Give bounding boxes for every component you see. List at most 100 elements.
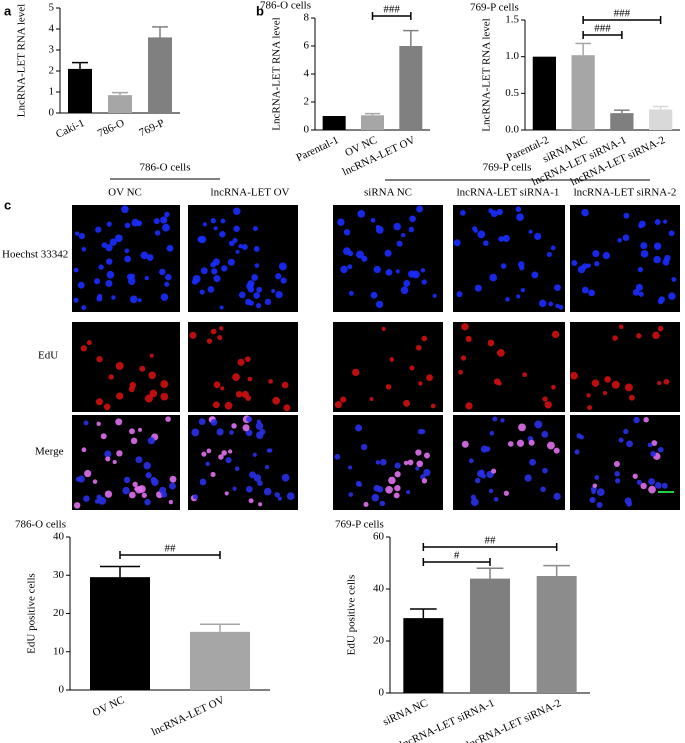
cell <box>145 472 152 479</box>
cell <box>592 483 598 488</box>
cell <box>588 289 596 297</box>
cell <box>105 244 113 252</box>
cell <box>246 485 253 493</box>
cell <box>529 458 536 466</box>
cell <box>671 277 677 282</box>
cell <box>518 423 526 432</box>
cell <box>483 240 489 246</box>
cell <box>581 263 589 270</box>
cell <box>138 485 146 493</box>
cell <box>520 287 526 293</box>
cell <box>127 277 136 285</box>
cell <box>334 401 342 409</box>
cell <box>73 297 79 303</box>
cell <box>381 326 386 331</box>
cell <box>375 300 384 309</box>
cell <box>232 237 238 244</box>
y-tick-label: 3 <box>49 44 55 56</box>
cell <box>151 478 159 486</box>
cell <box>458 369 463 375</box>
cell <box>124 255 132 263</box>
cell <box>348 492 354 497</box>
cell <box>160 293 169 301</box>
cell <box>245 395 252 401</box>
cell <box>202 222 207 227</box>
cell <box>591 489 596 495</box>
cell <box>108 374 114 380</box>
x-tick-label: 769-P <box>137 117 166 139</box>
cell <box>540 486 546 493</box>
cell <box>238 244 243 249</box>
cell <box>264 298 272 306</box>
cell <box>602 391 608 396</box>
significance-label: ### <box>614 8 631 20</box>
cell <box>121 205 129 214</box>
bar <box>90 577 150 690</box>
cell <box>420 474 426 480</box>
cell <box>272 396 281 405</box>
cell <box>638 220 646 228</box>
x-tick-label: OV NC <box>91 694 127 719</box>
cell <box>622 234 630 241</box>
cell <box>160 216 168 224</box>
significance-label: ## <box>165 543 177 555</box>
cell <box>541 430 549 438</box>
cell <box>224 401 233 410</box>
cell <box>221 450 227 456</box>
y-tick-label: 6 <box>304 40 310 52</box>
cell <box>477 230 486 239</box>
cell <box>78 232 85 240</box>
cell <box>516 213 524 221</box>
y-tick-label: 1.5 <box>505 14 519 26</box>
cell <box>652 331 660 340</box>
cell <box>496 208 503 216</box>
cell <box>596 502 603 508</box>
cell <box>100 433 107 440</box>
cell <box>534 232 542 240</box>
cell <box>553 492 561 501</box>
x-tick-label: siRNA NC <box>381 697 430 728</box>
y-tick-label: 0 <box>304 124 310 136</box>
cell <box>522 372 528 378</box>
cell <box>164 281 170 287</box>
y-tick-label: 4 <box>304 68 310 80</box>
cell <box>408 226 415 233</box>
column-label: lncRNA-LET siRNA-1 <box>457 187 560 199</box>
chart-title: 786-O cells <box>15 519 66 531</box>
cell <box>423 468 431 477</box>
cell <box>418 381 423 386</box>
cell <box>618 324 624 330</box>
cell <box>542 396 548 402</box>
cell <box>81 305 87 311</box>
cell <box>661 482 668 489</box>
cell <box>253 246 260 252</box>
significance-label: ### <box>383 4 400 16</box>
cell <box>275 291 283 299</box>
cell <box>242 424 250 432</box>
cell <box>254 263 260 268</box>
cell <box>210 419 218 426</box>
cell <box>624 383 633 392</box>
micrograph <box>453 322 565 412</box>
cell <box>379 500 386 507</box>
cell <box>496 348 505 357</box>
cell <box>212 258 220 266</box>
cell <box>168 499 174 505</box>
cell <box>370 217 376 223</box>
cell <box>251 274 259 281</box>
cell <box>213 226 218 231</box>
cell <box>129 381 137 389</box>
cell <box>220 218 226 224</box>
cell <box>253 292 260 299</box>
cell <box>516 439 525 447</box>
cell <box>558 304 564 310</box>
cell <box>409 365 415 371</box>
y-tick-label: 20 <box>373 635 385 647</box>
cell <box>468 458 474 464</box>
cell <box>492 416 498 422</box>
cell <box>502 234 510 243</box>
cell <box>474 477 481 484</box>
bar <box>571 55 595 131</box>
cell <box>489 273 498 282</box>
micrograph <box>570 322 680 412</box>
